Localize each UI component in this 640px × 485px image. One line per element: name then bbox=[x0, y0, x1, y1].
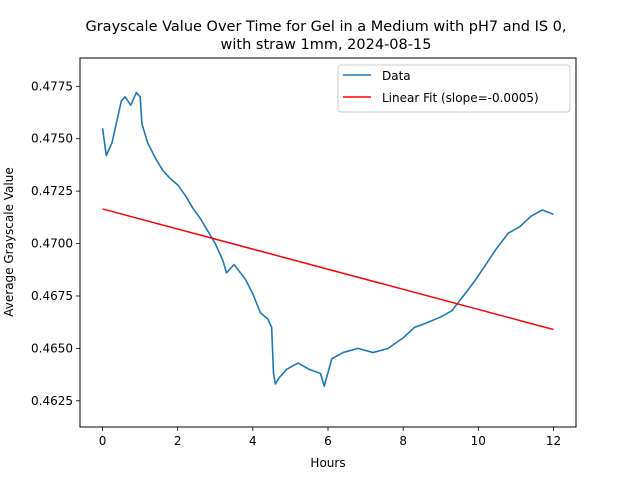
legend-box bbox=[337, 64, 571, 113]
x-tick-label: 4 bbox=[249, 434, 257, 448]
y-axis-label: Average Grayscale Value bbox=[2, 167, 16, 316]
x-tick-label: 2 bbox=[174, 434, 182, 448]
x-tick-label: 6 bbox=[324, 434, 332, 448]
x-tick-label: 8 bbox=[399, 434, 407, 448]
y-axis-ticks: 0.4625 0.4650 0.4675 0.4700 0.4725 0.4750 0.47… bbox=[31, 79, 80, 408]
legend-label-linear-fit: Linear Fit (slope=-0.0005) bbox=[382, 91, 539, 105]
y-tick-label: 0.4775 bbox=[31, 79, 73, 93]
chart-title-line-2: with straw 1mm, 2024-08-15 bbox=[221, 37, 432, 53]
y-tick-label: 0.4650 bbox=[31, 341, 73, 355]
x-tick-label: 10 bbox=[471, 434, 486, 448]
y-tick-label: 0.4700 bbox=[31, 237, 73, 251]
plot-area: 0 2 4 6 8 10 12 0.4625 0.4650 0.4675 0.4700 0.4725… bbox=[31, 57, 577, 448]
y-tick-label: 0.4675 bbox=[31, 289, 73, 303]
chart-title-line-1: Grayscale Value Over Time for Gel in a M… bbox=[85, 19, 566, 35]
y-tick-label: 0.4625 bbox=[31, 394, 73, 408]
legend: Data Linear Fit (slope=-0.0005) bbox=[337, 64, 571, 113]
x-axis-label: Hours bbox=[310, 456, 345, 470]
x-axis-ticks: 0 2 4 6 8 10 12 bbox=[99, 427, 561, 448]
linear-fit-line bbox=[102, 208, 554, 331]
series-layer bbox=[101, 91, 554, 387]
legend-label-data: Data bbox=[382, 69, 411, 83]
data-series-line bbox=[101, 91, 554, 387]
y-tick-label: 0.4750 bbox=[31, 132, 73, 146]
y-tick-label: 0.4725 bbox=[31, 184, 73, 198]
x-tick-label: 0 bbox=[99, 434, 107, 448]
x-tick-label: 12 bbox=[546, 434, 561, 448]
